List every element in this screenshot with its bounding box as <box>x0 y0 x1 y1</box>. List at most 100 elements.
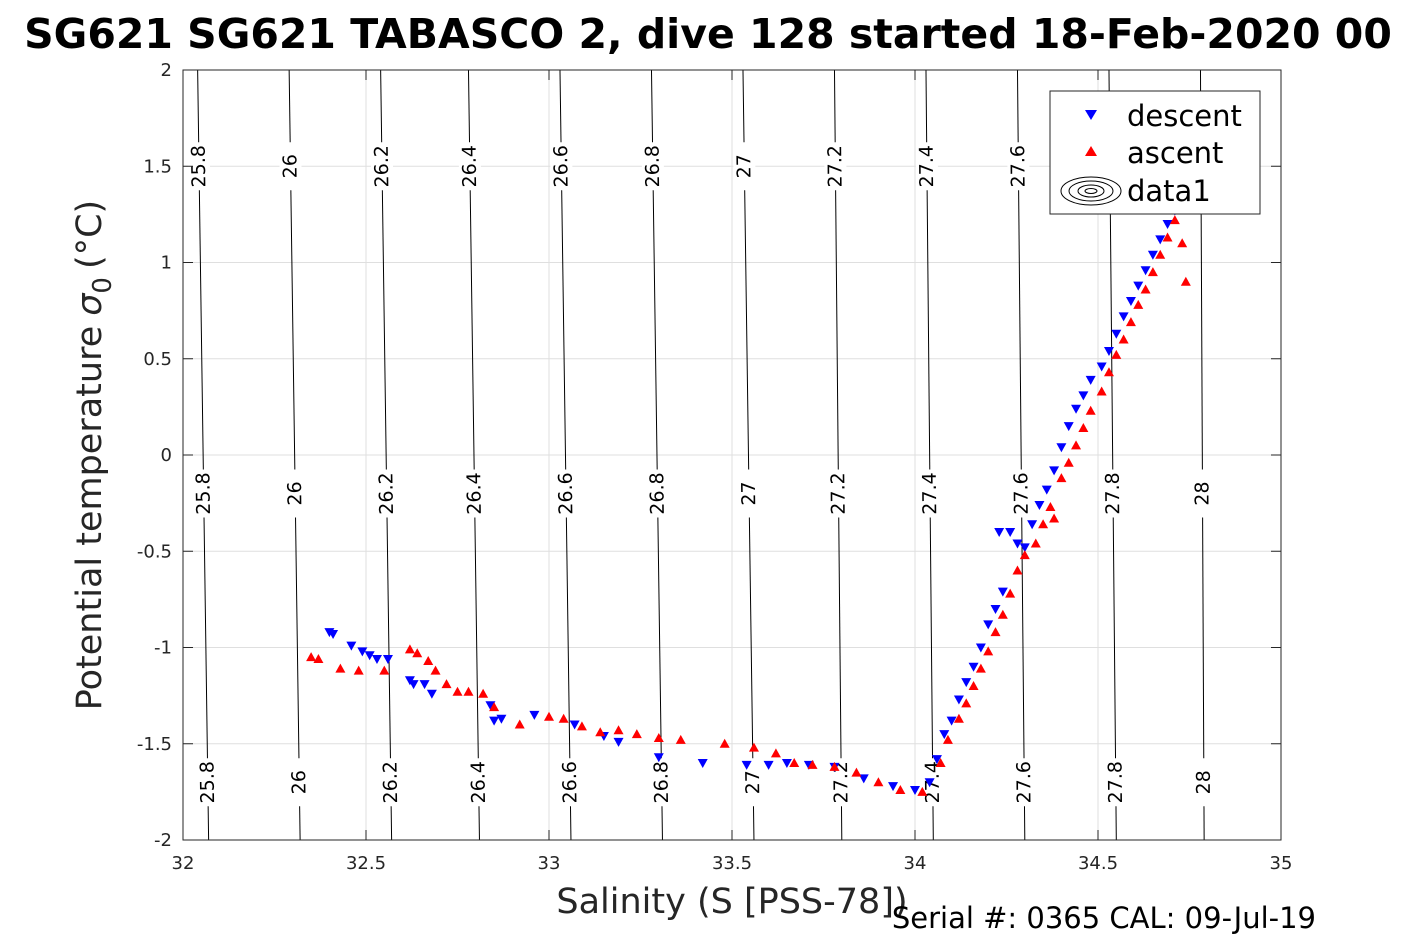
density-contour-line <box>288 69 301 841</box>
ascent-point <box>1169 215 1180 225</box>
y-tick-label: 1.5 <box>143 156 172 177</box>
ascent-point <box>917 786 928 796</box>
ascent-point <box>1078 423 1089 433</box>
density-contour-label: 26.2 <box>375 472 398 515</box>
ascent-point <box>313 654 324 664</box>
descent-point <box>1140 266 1151 276</box>
descent-point <box>961 678 972 688</box>
x-tick-label: 35 <box>1270 853 1293 874</box>
descent-point <box>1111 329 1122 339</box>
density-contour-label: 26 <box>284 481 306 505</box>
density-contour-line <box>925 69 934 841</box>
ascent-point <box>1162 232 1173 242</box>
ascent-point <box>423 655 434 665</box>
y-tick-label: 0.5 <box>143 349 172 370</box>
descent-point <box>489 716 500 726</box>
descent-point <box>346 641 357 651</box>
descent-point <box>653 753 664 763</box>
ascent-point <box>631 729 642 739</box>
ascent-point <box>335 663 346 673</box>
x-axis-label: Salinity (S [PSS-78]) <box>556 882 907 922</box>
ascent-point <box>1045 501 1056 511</box>
density-contour-label: 26.4 <box>459 145 482 188</box>
density-contour-label-bg <box>284 469 307 518</box>
density-contour-label: 26.4 <box>463 472 486 515</box>
ascent-point <box>1125 317 1136 327</box>
ascent-point <box>895 784 906 794</box>
ascent-point <box>1019 550 1030 560</box>
x-tick-label: 34.5 <box>1078 853 1118 874</box>
density-contours: 25.8 25.8 25.8 26 26 26 26.2 26.2 26.2 26.4 26.4 26… <box>188 69 1215 841</box>
ascent-point <box>558 713 569 723</box>
descent-point <box>953 695 964 705</box>
ascent-point <box>430 665 441 675</box>
descent-point <box>1056 443 1067 453</box>
descent-point <box>924 778 935 788</box>
density-contour-label: 26.6 <box>559 761 582 804</box>
descent-point <box>569 720 580 730</box>
legend-box <box>1049 90 1261 215</box>
ascent-point <box>1012 565 1023 575</box>
y-axis-label-text: Potential temperature <box>70 326 110 710</box>
density-contour-line <box>380 69 393 841</box>
axis-ticks: 32 32.5 33 33.5 34 34.5 35 -2 -1.5 -1 -0.5 0 0.5 1 1.5… <box>137 60 1293 874</box>
density-contour-label: 26.6 <box>550 145 573 188</box>
ascent-point <box>441 679 452 689</box>
descent-point <box>763 760 774 770</box>
ascent-point <box>983 646 994 656</box>
legend-data1-label: data1 <box>1127 174 1211 208</box>
density-contour-label-bg <box>919 469 942 518</box>
ascent-point <box>968 681 979 690</box>
density-contour-label: 26.8 <box>646 472 669 515</box>
ascent-point <box>404 644 415 654</box>
descent-point <box>1063 422 1074 432</box>
density-contour-label: 28 <box>1191 481 1213 505</box>
ascent-point <box>1103 367 1114 377</box>
density-contour-label: 27 <box>733 154 755 178</box>
descent-point <box>1019 543 1030 553</box>
density-contour-label: 27.2 <box>830 761 852 804</box>
density-contour-line <box>467 69 480 841</box>
density-contour-label: 27.4 <box>922 761 944 804</box>
y-tick-label: 1 <box>161 253 172 274</box>
descent-point <box>485 701 496 711</box>
density-contour-label-bg <box>921 758 944 807</box>
density-contour-label-bg <box>1192 758 1215 807</box>
density-contour-label-bg <box>467 758 490 807</box>
ascent-point <box>463 686 474 696</box>
density-contour-label: 28 <box>1193 770 1215 794</box>
ascent-point <box>1111 349 1122 359</box>
density-contour-label: 26.6 <box>555 472 578 515</box>
serial-cal-footer: Serial #: 0365 CAL: 09-Jul-19 <box>892 901 1316 935</box>
density-contour-label-bg <box>824 142 847 191</box>
ascent-point <box>576 721 587 731</box>
density-contour-label: 26.2 <box>379 761 402 804</box>
ascent-point <box>807 759 818 769</box>
ascent-point <box>675 734 686 744</box>
descent-point <box>975 643 986 653</box>
density-contour-label: 27.4 <box>916 145 938 188</box>
descent-point <box>983 620 994 630</box>
density-contour-label-bg <box>738 469 761 518</box>
ascent-point <box>770 748 781 758</box>
ascent-point <box>1177 238 1188 248</box>
ascent-point <box>478 688 489 698</box>
ascent-point <box>1147 267 1158 277</box>
descent-point <box>997 587 1008 597</box>
y-tick-label: 2 <box>161 60 172 81</box>
x-tick-label: 33.5 <box>712 853 752 874</box>
descent-point <box>371 655 382 665</box>
legend-ascent-marker <box>1085 146 1097 156</box>
ascent-point <box>1155 249 1166 259</box>
descent-point <box>1118 312 1129 322</box>
descent-point <box>990 605 1001 614</box>
ascent-point <box>1071 440 1082 450</box>
density-contour-label-bg <box>559 758 582 807</box>
density-contour-label-bg <box>827 469 850 518</box>
ascent-point <box>613 725 624 735</box>
ascent-point <box>748 742 759 752</box>
y-axis-label-subscript: 0 <box>88 277 118 294</box>
descent-point <box>382 655 393 665</box>
ascent-point <box>653 732 664 742</box>
